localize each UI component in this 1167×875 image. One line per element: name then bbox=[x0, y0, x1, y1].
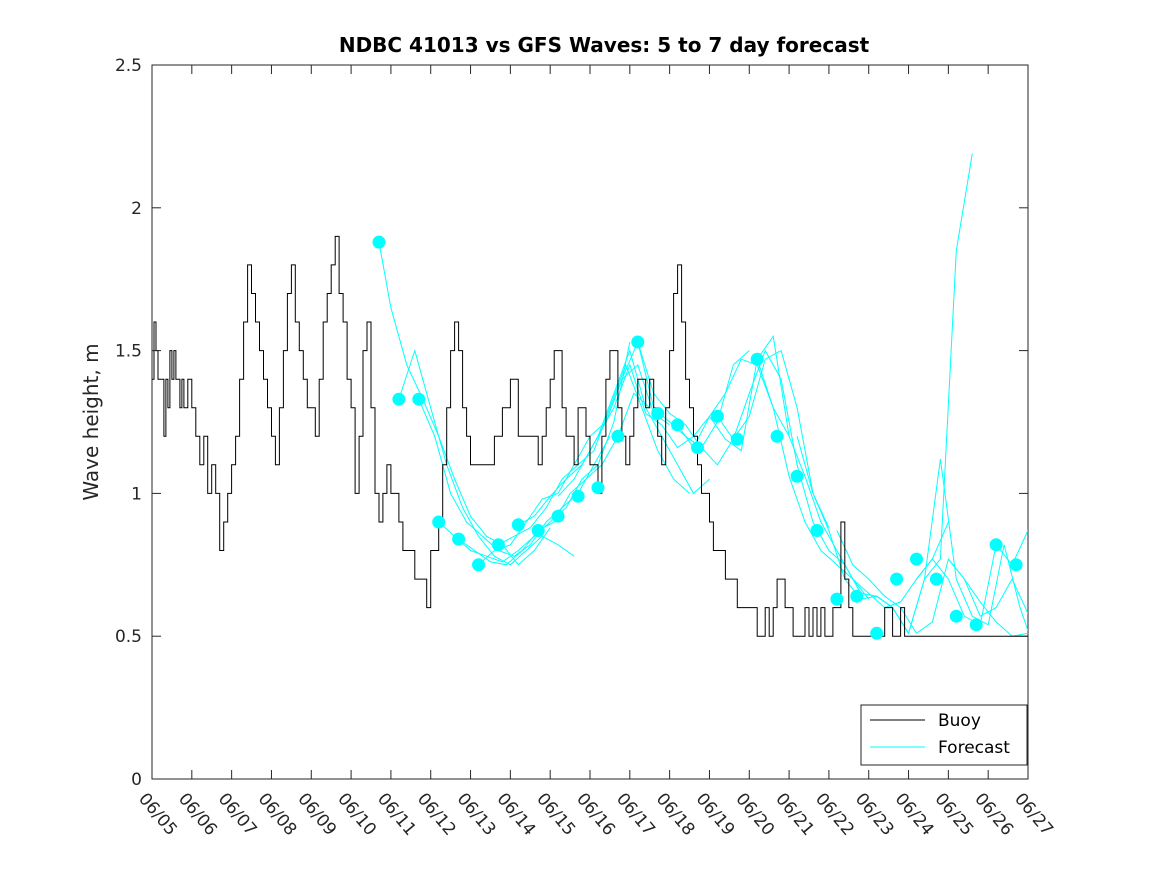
forecast-marker bbox=[770, 429, 784, 443]
forecast-marker bbox=[671, 418, 685, 432]
forecast-line-1 bbox=[378, 242, 551, 566]
forecast-marker bbox=[511, 518, 525, 532]
forecast-marker bbox=[611, 429, 625, 443]
x-tick-label: 06/14 bbox=[493, 789, 540, 839]
forecast-marker bbox=[810, 524, 824, 537]
forecast-line-15 bbox=[796, 153, 973, 635]
forecast-marker bbox=[830, 592, 844, 606]
forecast-marker bbox=[949, 609, 963, 623]
y-tick-label: 2.5 bbox=[115, 56, 142, 76]
x-tick-label: 06/09 bbox=[293, 789, 340, 839]
forecast-marker bbox=[730, 432, 744, 446]
x-tick-label: 06/16 bbox=[572, 789, 619, 839]
x-tick-label: 06/13 bbox=[453, 789, 500, 839]
forecast-line-5 bbox=[458, 392, 651, 566]
forecast-marker bbox=[910, 552, 923, 566]
forecast-marker bbox=[850, 589, 864, 603]
y-tick-label: 1 bbox=[131, 484, 142, 504]
forecast-marker bbox=[491, 538, 505, 552]
legend-box bbox=[860, 704, 1028, 766]
forecast-marker bbox=[750, 352, 764, 366]
legend-buoy-label: Buoy bbox=[938, 711, 981, 731]
forecast-marker bbox=[989, 538, 1003, 552]
forecast-marker bbox=[1009, 558, 1023, 572]
forecast-marker bbox=[631, 335, 645, 349]
forecast-marker bbox=[452, 532, 466, 546]
x-tick-label: 06/07 bbox=[214, 789, 261, 839]
x-tick-label: 06/26 bbox=[970, 789, 1017, 839]
data-layer bbox=[152, 153, 1028, 640]
x-tick-label: 06/23 bbox=[851, 789, 898, 839]
x-tick-label: 06/10 bbox=[333, 789, 380, 839]
forecast-marker bbox=[929, 572, 943, 586]
forecast-marker bbox=[969, 618, 983, 632]
axes-box bbox=[151, 64, 1029, 780]
forecast-marker bbox=[890, 572, 904, 586]
x-tick-label: 06/17 bbox=[612, 789, 659, 839]
x-tick-label: 06/08 bbox=[254, 789, 301, 839]
x-tick-label: 06/11 bbox=[373, 789, 420, 839]
x-tick-label: 06/19 bbox=[692, 789, 739, 839]
y-tick-label: 1.5 bbox=[115, 342, 142, 362]
forecast-marker bbox=[710, 409, 724, 423]
x-tick-label: 06/18 bbox=[652, 789, 699, 839]
x-tick-label: 06/27 bbox=[1010, 789, 1057, 839]
legend: Buoy Forecast bbox=[860, 704, 1028, 766]
forecast-marker bbox=[790, 469, 804, 483]
x-tick-label: 06/15 bbox=[532, 789, 579, 839]
y-axis-label: Wave height, m bbox=[79, 343, 103, 500]
x-tick-label: 06/05 bbox=[134, 789, 181, 839]
forecast-marker bbox=[392, 392, 406, 406]
forecast-line-14 bbox=[756, 359, 949, 609]
forecast-line-2 bbox=[398, 348, 575, 566]
forecast-marker bbox=[372, 235, 386, 249]
forecast-marker bbox=[412, 392, 426, 406]
forecast-marker bbox=[591, 481, 605, 495]
x-tick-label: 06/12 bbox=[413, 789, 460, 839]
y-tick-label: 0.5 bbox=[115, 627, 142, 647]
forecast-marker bbox=[472, 558, 485, 572]
forecast-line-16 bbox=[836, 530, 1028, 635]
forecast-marker bbox=[432, 515, 446, 529]
forecast-marker bbox=[651, 406, 665, 420]
y-tick-label: 0 bbox=[131, 770, 142, 790]
x-tick-label: 06/22 bbox=[811, 789, 858, 839]
x-tick-label: 06/24 bbox=[891, 789, 938, 839]
x-tick-label: 06/20 bbox=[731, 789, 778, 839]
forecast-marker bbox=[551, 509, 565, 523]
forecast-line-12 bbox=[677, 334, 870, 600]
forecast-line-7 bbox=[498, 363, 690, 546]
buoy-line bbox=[152, 235, 1028, 637]
x-tick-label: 06/25 bbox=[931, 789, 978, 839]
chart-title: NDBC 41013 vs GFS Waves: 5 to 7 day fore… bbox=[339, 33, 870, 57]
forecast-marker bbox=[531, 524, 545, 537]
forecast-line-3 bbox=[418, 399, 611, 557]
plot-area bbox=[151, 64, 1029, 780]
x-tick-label: 06/21 bbox=[771, 789, 818, 839]
y-tick-label: 2 bbox=[131, 199, 142, 219]
x-tick-label: 06/06 bbox=[174, 789, 221, 839]
forecast-line-17 bbox=[876, 459, 1028, 635]
legend-forecast-label: Forecast bbox=[938, 738, 1010, 758]
forecast-marker bbox=[870, 626, 884, 640]
forecast-line-8 bbox=[518, 348, 710, 526]
forecast-marker bbox=[691, 441, 704, 455]
forecast-marker bbox=[571, 489, 585, 503]
